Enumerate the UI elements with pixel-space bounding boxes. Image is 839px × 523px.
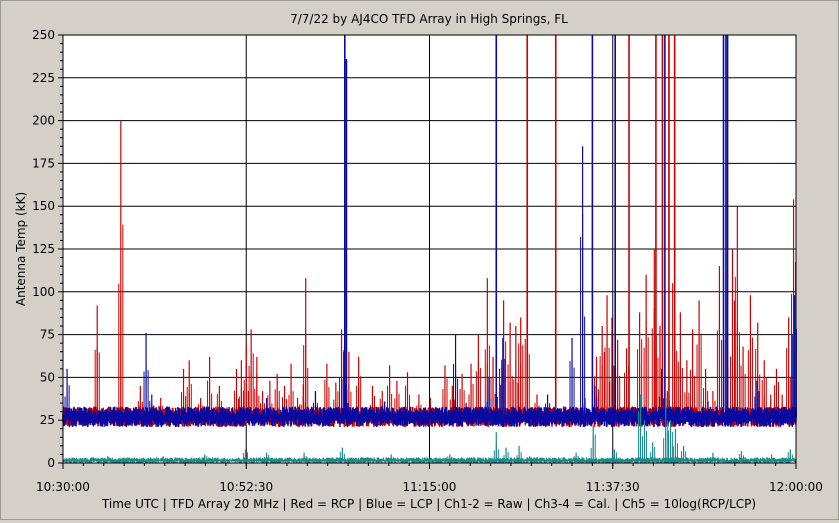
y-tick-label: 225 [32,71,55,85]
y-tick-label: 125 [32,242,55,256]
y-tick-label: 0 [47,456,55,470]
y-tick-label: 150 [32,199,55,213]
y-tick-label: 50 [40,370,55,384]
x-tick-label: 11:15:00 [403,480,457,494]
series-lcp [62,35,797,428]
x-axis: 10:30:00 10:52:30 11:15:00 11:37:30 12:00:00 [36,463,823,494]
series-10log-rcp-lcp [62,394,797,464]
series-noise-band [62,457,797,464]
y-axis: 0 25 50 75 100 125 150 175 200 225 250 [32,28,63,470]
x-tick-label: 10:52:30 [219,480,273,494]
y-axis-label: Antenna Temp (kK) [14,192,28,306]
y-tick-label: 200 [32,114,55,128]
y-tick-label: 75 [40,328,55,342]
y-tick-label: 250 [32,28,55,42]
x-tick-label: 10:30:00 [36,480,90,494]
x-tick-label: 11:37:30 [586,480,640,494]
series-noise-band [62,406,797,428]
y-tick-label: 100 [32,285,55,299]
series-layer [62,35,797,464]
chart-title: 7/7/22 by AJ4CO TFD Array in High Spring… [290,12,568,26]
x-axis-label: Time UTC | TFD Array 20 MHz | Red = RCP … [101,497,756,511]
x-tick-label: 12:00:00 [769,480,823,494]
y-tick-label: 175 [32,156,55,170]
y-tick-label: 25 [40,413,55,427]
